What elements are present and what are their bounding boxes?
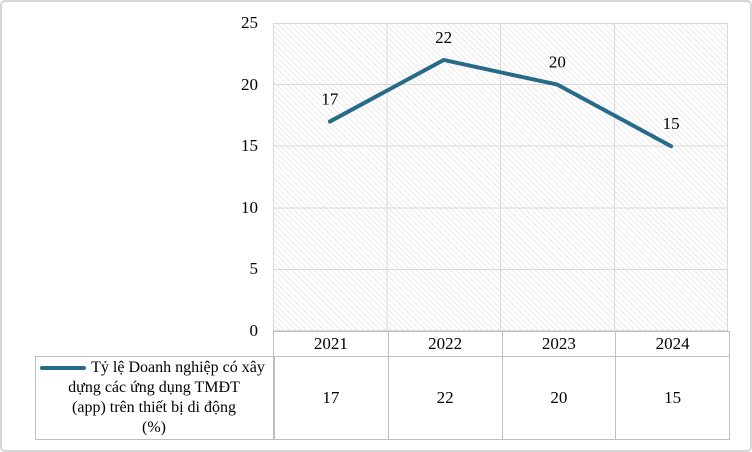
value-2023: 20 <box>501 357 616 439</box>
value-2021: 17 <box>322 388 340 407</box>
series-line-icon <box>40 366 86 370</box>
legend-label: Tỷ lệ Doanh nghiệp có xây dựng các ứng d… <box>68 359 265 436</box>
y-axis-tick-25: 25 <box>241 13 258 32</box>
y-axis-tick-0: 0 <box>249 321 259 340</box>
data-label: 15 <box>663 114 680 133</box>
year-header-2023: 2023 <box>501 332 616 357</box>
data-table: 2021 2022 2023 2024 17 22 20 15 <box>273 331 730 440</box>
y-axis-tick-5: 5 <box>249 259 259 278</box>
y-axis-tick-15: 15 <box>241 136 258 155</box>
legend-cell: Tỷ lệ Doanh nghiệp có xây dựng các ứng d… <box>35 356 275 440</box>
value-2022: 22 <box>387 357 502 439</box>
y-axis-tick-10: 10 <box>241 198 258 217</box>
year-header-2021: 2021 <box>274 332 388 357</box>
plot-area: 17 22 20 15 <box>273 23 728 331</box>
data-label: 17 <box>321 90 339 109</box>
value-2024: 15 <box>615 357 729 439</box>
y-axis: 25 20 15 10 5 0 <box>2 2 258 450</box>
data-label: 22 <box>435 28 452 47</box>
year-header-2024: 2024 <box>615 332 729 357</box>
data-label: 20 <box>549 53 566 72</box>
y-axis-tick-20: 20 <box>241 75 258 94</box>
line-series-svg: 17 22 20 15 <box>273 23 728 331</box>
year-header-2022: 2022 <box>387 332 502 357</box>
